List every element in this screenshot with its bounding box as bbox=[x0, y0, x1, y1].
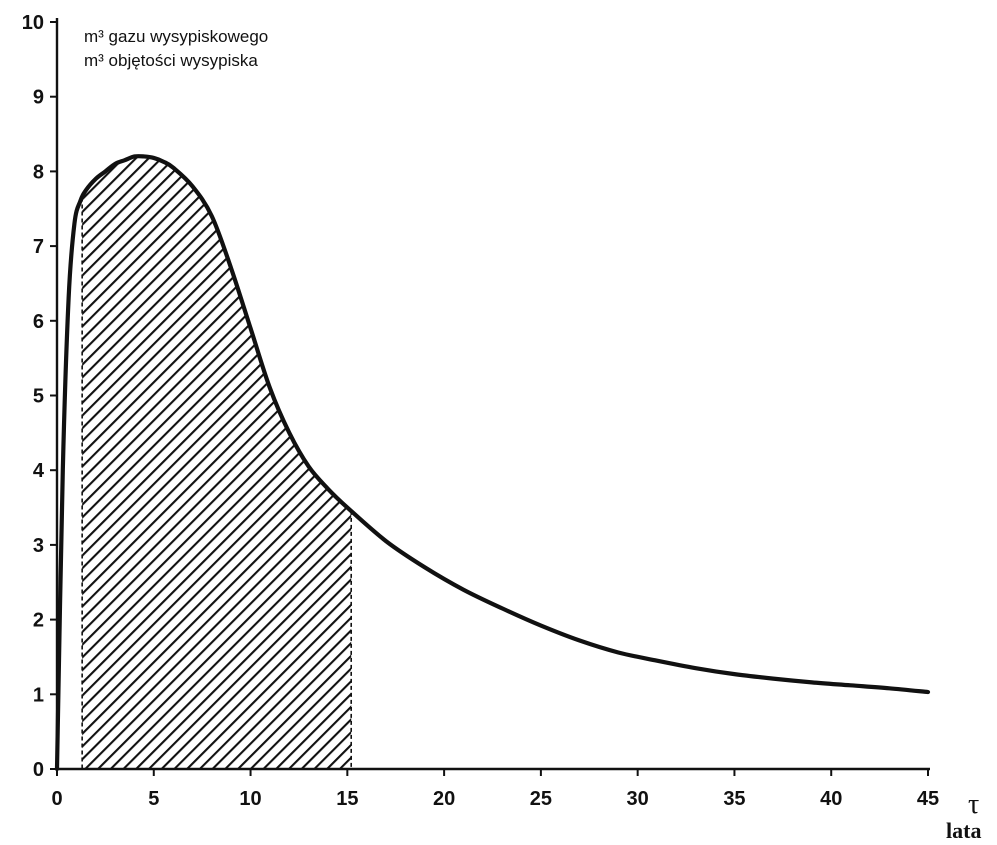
y-tick-label: 6 bbox=[33, 311, 44, 333]
x-axis-unit-label: lata bbox=[946, 818, 981, 843]
y-axis-label-line2: m³ objętości wysypiska bbox=[84, 51, 258, 70]
x-tick-label: 40 bbox=[820, 788, 842, 810]
x-tick-label: 45 bbox=[917, 788, 939, 810]
x-tick-label: 35 bbox=[723, 788, 745, 810]
y-tick-label: 4 bbox=[33, 460, 45, 482]
y-tick-label: 1 bbox=[33, 684, 44, 706]
x-tick-label: 20 bbox=[433, 788, 455, 810]
x-tick-label: 10 bbox=[239, 788, 261, 810]
x-tick-label: 25 bbox=[530, 788, 552, 810]
x-tick-label: 0 bbox=[51, 788, 62, 810]
y-tick-label: 3 bbox=[33, 535, 44, 557]
shaded-region bbox=[81, 156, 353, 769]
y-tick-label: 2 bbox=[33, 610, 44, 632]
axes bbox=[50, 18, 930, 776]
y-tick-label: 7 bbox=[33, 236, 44, 258]
y-tick-label: 5 bbox=[33, 386, 44, 408]
y-tick-labels: 0 1 2 3 4 5 6 7 8 9 10 bbox=[22, 12, 45, 781]
y-axis-label-line1: m³ gazu wysypiskowego bbox=[84, 27, 268, 46]
x-tick-label: 15 bbox=[336, 788, 358, 810]
series-line bbox=[54, 154, 931, 772]
y-tick-label: 10 bbox=[22, 12, 44, 34]
x-tick-labels: 0 5 10 15 20 25 30 35 40 45 bbox=[51, 788, 939, 810]
hatched-area bbox=[82, 156, 352, 769]
x-tick-label: 30 bbox=[627, 788, 649, 810]
x-tick-label: 5 bbox=[148, 788, 159, 810]
y-tick-label: 8 bbox=[33, 161, 44, 183]
y-tick-label: 9 bbox=[33, 87, 44, 109]
x-axis-symbol: τ bbox=[968, 789, 979, 820]
series-group bbox=[54, 154, 931, 772]
y-tick-label: 0 bbox=[33, 759, 44, 781]
